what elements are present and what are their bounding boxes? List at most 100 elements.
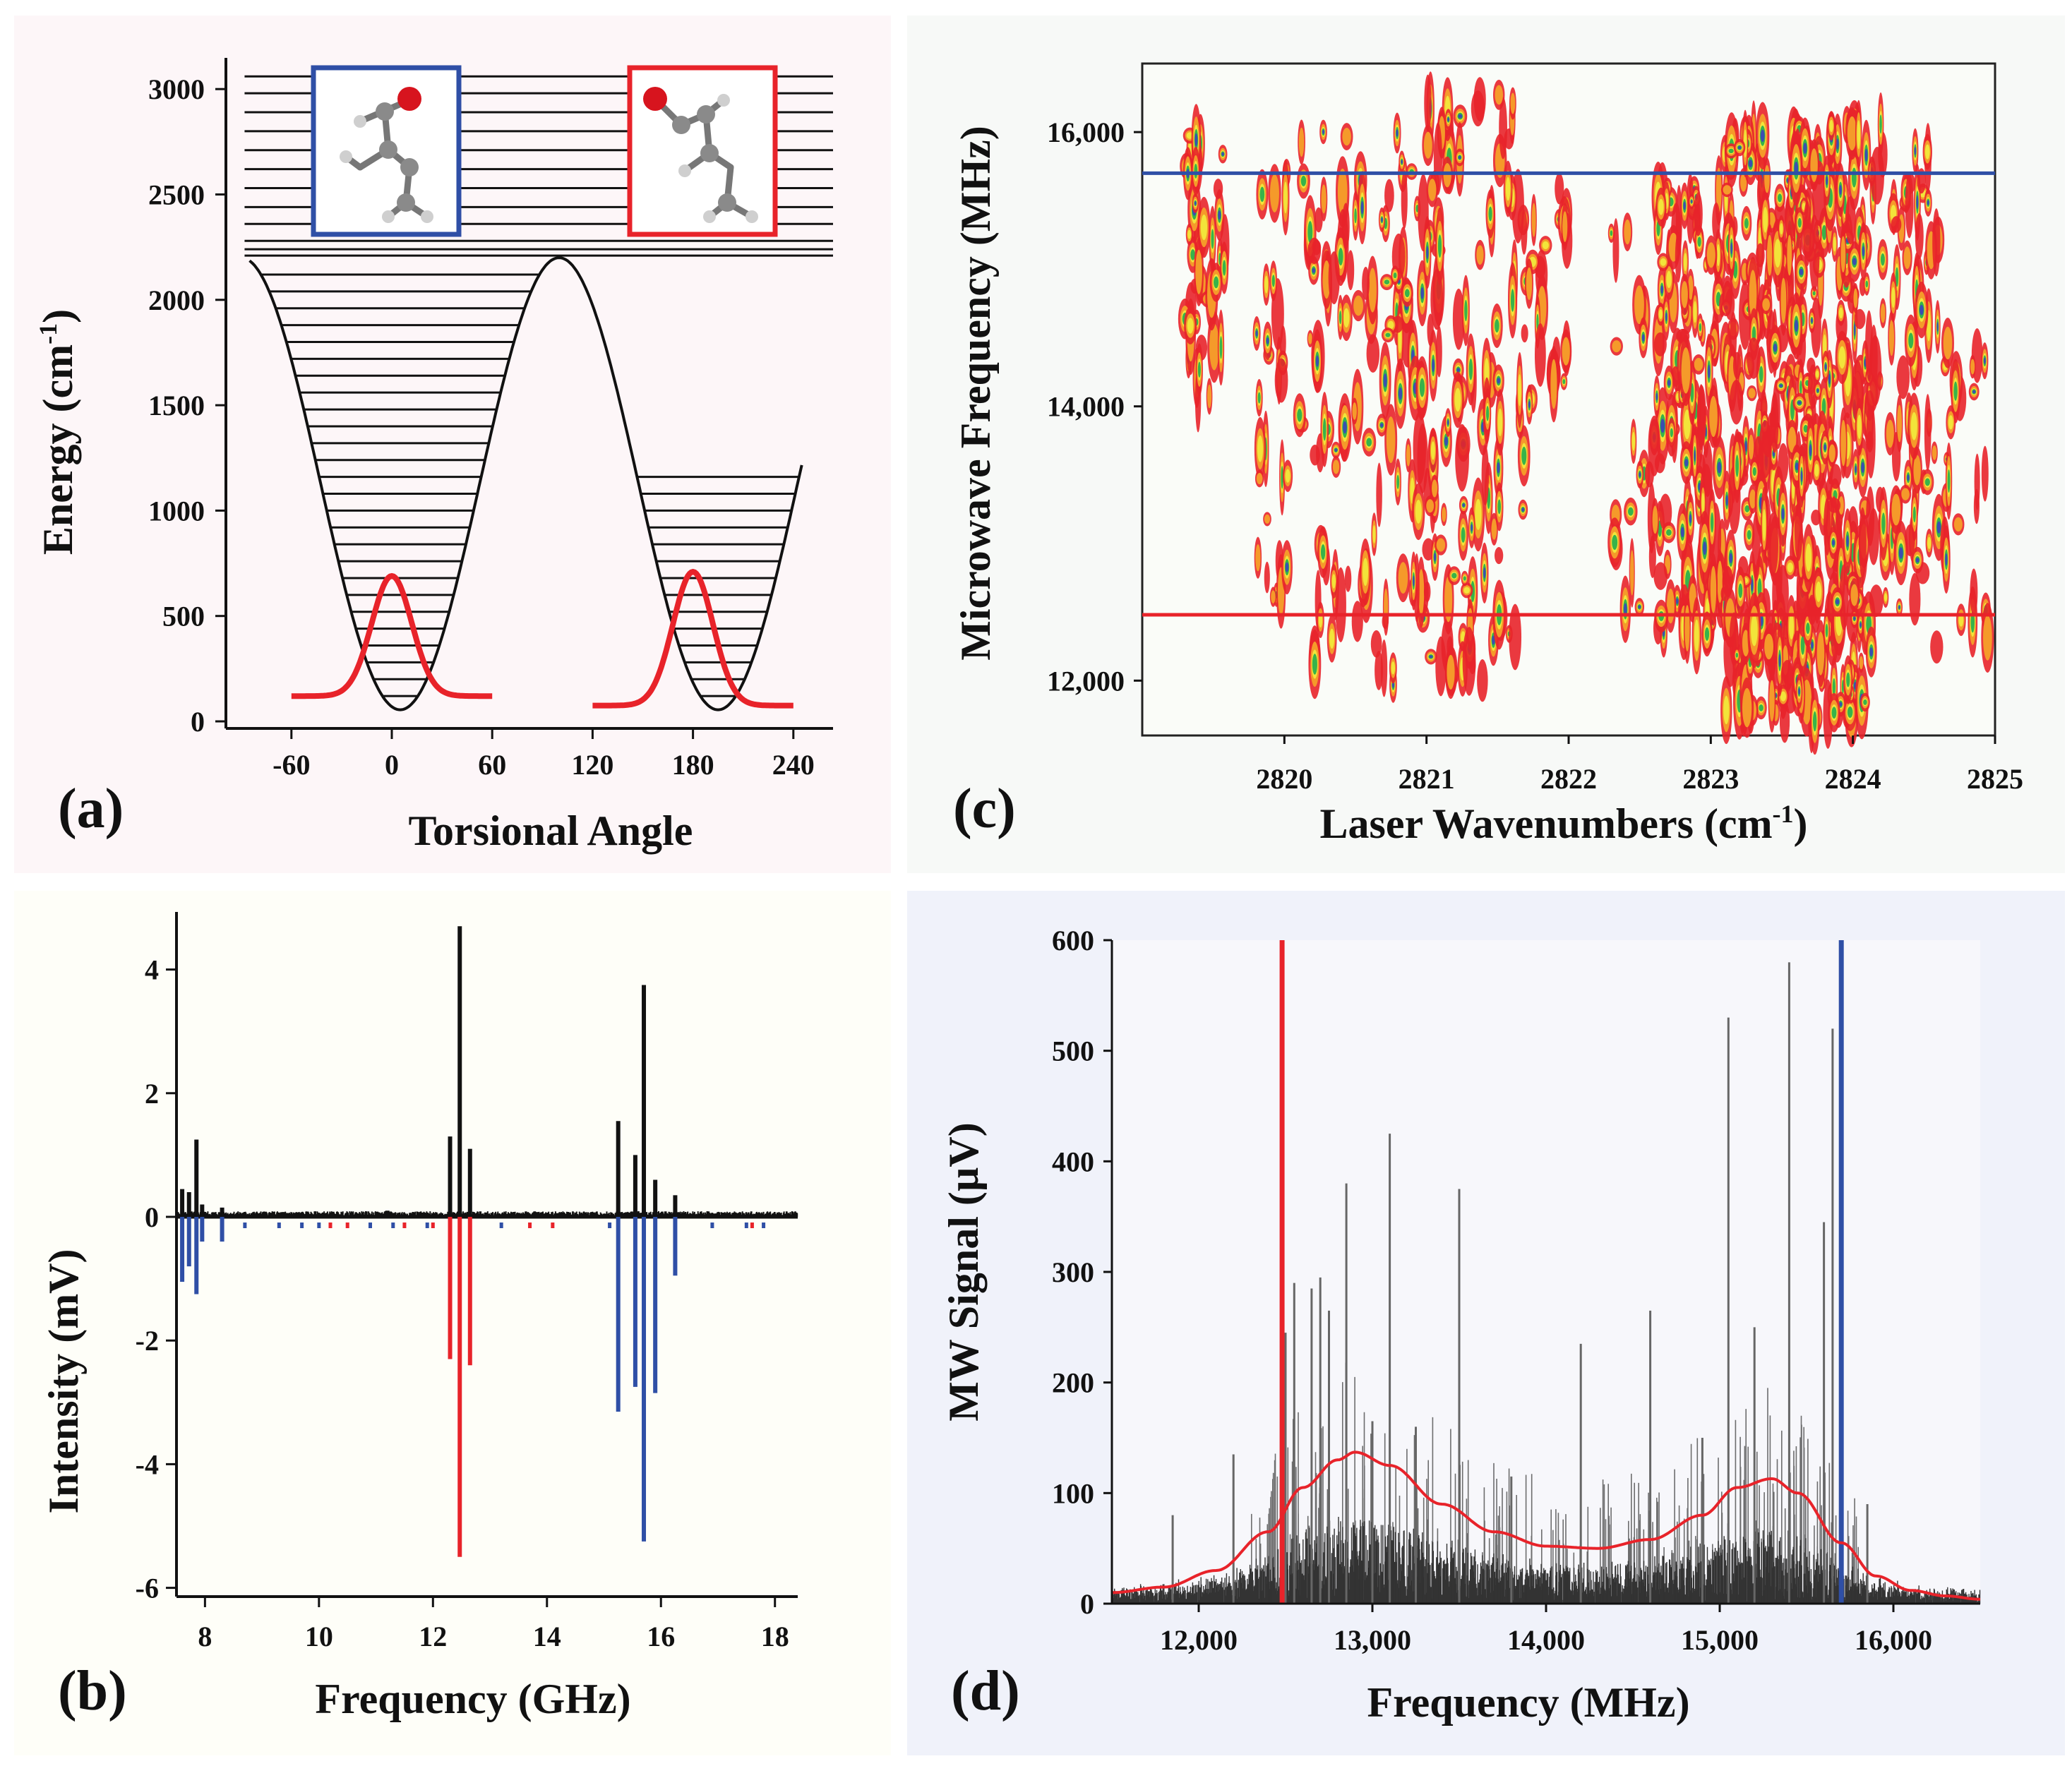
heatmap-spot xyxy=(1835,599,1840,605)
heatmap-spot xyxy=(1458,155,1461,160)
heatmap-spot xyxy=(1884,593,1888,602)
heatmap-spot xyxy=(1816,388,1819,392)
heatmap-spot xyxy=(1666,529,1672,536)
heatmap-spot xyxy=(1221,152,1225,156)
heatmap-spot xyxy=(1829,119,1833,133)
heatmap-spot xyxy=(1360,200,1364,215)
y-tick-label: -2 xyxy=(136,1325,159,1357)
heatmap-spot xyxy=(1858,507,1867,579)
heatmap-spot xyxy=(1891,216,1902,233)
heatmap-spot xyxy=(1729,380,1744,425)
heatmap-spot xyxy=(1437,234,1442,258)
heatmap-spot xyxy=(1347,250,1355,291)
heatmap-spot xyxy=(1194,133,1198,147)
heatmap-spot xyxy=(1307,237,1322,264)
heatmap-spot xyxy=(1811,318,1813,323)
heatmap-spot xyxy=(1213,179,1223,199)
heatmap-spot xyxy=(1846,535,1849,547)
heatmap-spot xyxy=(1332,459,1340,474)
heatmap-spot xyxy=(1936,521,1941,534)
heatmap-spot xyxy=(1300,176,1307,187)
y-tick-label: 12,000 xyxy=(1047,665,1125,697)
heatmap-spot xyxy=(1787,426,1797,453)
heatmap-spot xyxy=(1901,488,1910,500)
heatmap-spot xyxy=(1907,474,1910,481)
heatmap-spot xyxy=(1729,553,1733,564)
heatmap-spot xyxy=(1943,326,1953,360)
heatmap-spot xyxy=(1749,489,1756,509)
heatmap-spot xyxy=(1694,192,1703,236)
heatmap-spot xyxy=(1436,538,1446,552)
heatmap-spot xyxy=(1352,402,1357,420)
panel-label-a: (a) xyxy=(58,778,124,840)
torsional-potential-curve xyxy=(248,256,803,711)
heatmap-spot xyxy=(1491,518,1497,540)
heatmap-spot xyxy=(1752,467,1756,476)
heatmap-spot xyxy=(1932,445,1937,460)
heatmap-spot xyxy=(1368,268,1377,313)
heatmap-spot xyxy=(1930,630,1944,664)
weak-transitions xyxy=(243,1223,766,1228)
heatmap-spot xyxy=(1462,627,1476,696)
heatmap-spot xyxy=(1338,248,1343,266)
heatmap-spot xyxy=(1190,249,1195,260)
heatmap-spot xyxy=(1896,355,1910,400)
heatmap-spot xyxy=(1315,355,1319,367)
heatmap-spot xyxy=(1476,245,1484,265)
heatmap-spot xyxy=(1732,352,1742,380)
y-tick-label: 2 xyxy=(145,1078,159,1110)
heatmap-spot xyxy=(1945,553,1948,566)
heatmap-spot xyxy=(1797,217,1802,228)
heatmap-spot xyxy=(1779,700,1790,743)
heatmap-spot xyxy=(1847,706,1853,718)
heatmap-spot xyxy=(1762,509,1766,541)
heatmap-spot xyxy=(1730,242,1733,255)
heatmap-spot xyxy=(1351,601,1363,642)
heatmap-spot xyxy=(1803,424,1808,433)
heatmap-spot xyxy=(1624,219,1631,245)
x-tick-label: 13,000 xyxy=(1334,1624,1411,1656)
heatmap-spot xyxy=(1723,695,1730,725)
heatmap-spot xyxy=(1924,144,1930,160)
x-tick-label: 0 xyxy=(385,749,399,781)
heatmap-spot xyxy=(1840,236,1846,272)
heatmap-spot xyxy=(1214,276,1219,289)
heatmap-spot xyxy=(1833,236,1836,252)
heatmap-spot xyxy=(1483,567,1486,579)
heatmap-spot xyxy=(1442,507,1447,522)
heatmap-spot xyxy=(1443,163,1451,188)
x-tick-label: 16 xyxy=(647,1621,675,1652)
heatmap-spot xyxy=(1803,143,1807,154)
heatmap-spot xyxy=(1744,218,1749,229)
heatmap-spot xyxy=(1255,543,1261,572)
heatmap-spot xyxy=(1396,474,1400,489)
heatmap-spot xyxy=(1797,401,1802,405)
heatmap-spot xyxy=(1759,420,1772,479)
heatmap-spot xyxy=(1735,455,1739,477)
y-ticks-c: 12,000 14,000 16,000 xyxy=(1047,116,1142,697)
heatmap-spot xyxy=(1828,373,1831,385)
heatmap-spot xyxy=(1898,547,1903,559)
heatmap-spot xyxy=(1866,431,1874,452)
heatmap-spot xyxy=(1281,466,1283,489)
heatmap-spot xyxy=(1297,408,1303,422)
heatmap-spot xyxy=(1780,277,1787,324)
heatmap-spot xyxy=(1353,295,1364,316)
heatmap-spot xyxy=(1853,288,1858,308)
y-tick-label: 2000 xyxy=(148,284,205,316)
heatmap-spot xyxy=(1680,527,1684,538)
heatmap-spot xyxy=(1703,541,1707,555)
heatmap-spot xyxy=(1256,472,1263,485)
y-tick-label: 200 xyxy=(1052,1367,1094,1399)
heatmap-spot xyxy=(1953,381,1958,401)
heatmap-spot xyxy=(1851,167,1857,188)
x-tick-label: 18 xyxy=(761,1621,789,1652)
heatmap-spot xyxy=(1492,635,1495,645)
heatmap-spot xyxy=(1681,347,1691,394)
x-tick-label: 2820 xyxy=(1256,763,1312,795)
heatmap-spot xyxy=(1454,388,1461,412)
heatmap-spot xyxy=(1497,378,1501,384)
heatmap-spot xyxy=(1805,543,1811,572)
heatmap-spot xyxy=(1767,512,1778,577)
heatmap-spot xyxy=(1307,221,1313,244)
